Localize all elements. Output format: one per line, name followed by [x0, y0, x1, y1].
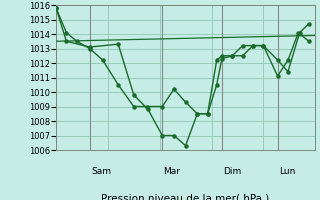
- Text: Mar: Mar: [164, 167, 180, 176]
- Text: Sam: Sam: [91, 167, 111, 176]
- Text: Dim: Dim: [223, 167, 241, 176]
- Text: Pression niveau de la mer( hPa ): Pression niveau de la mer( hPa ): [101, 194, 270, 200]
- Text: Lun: Lun: [279, 167, 295, 176]
